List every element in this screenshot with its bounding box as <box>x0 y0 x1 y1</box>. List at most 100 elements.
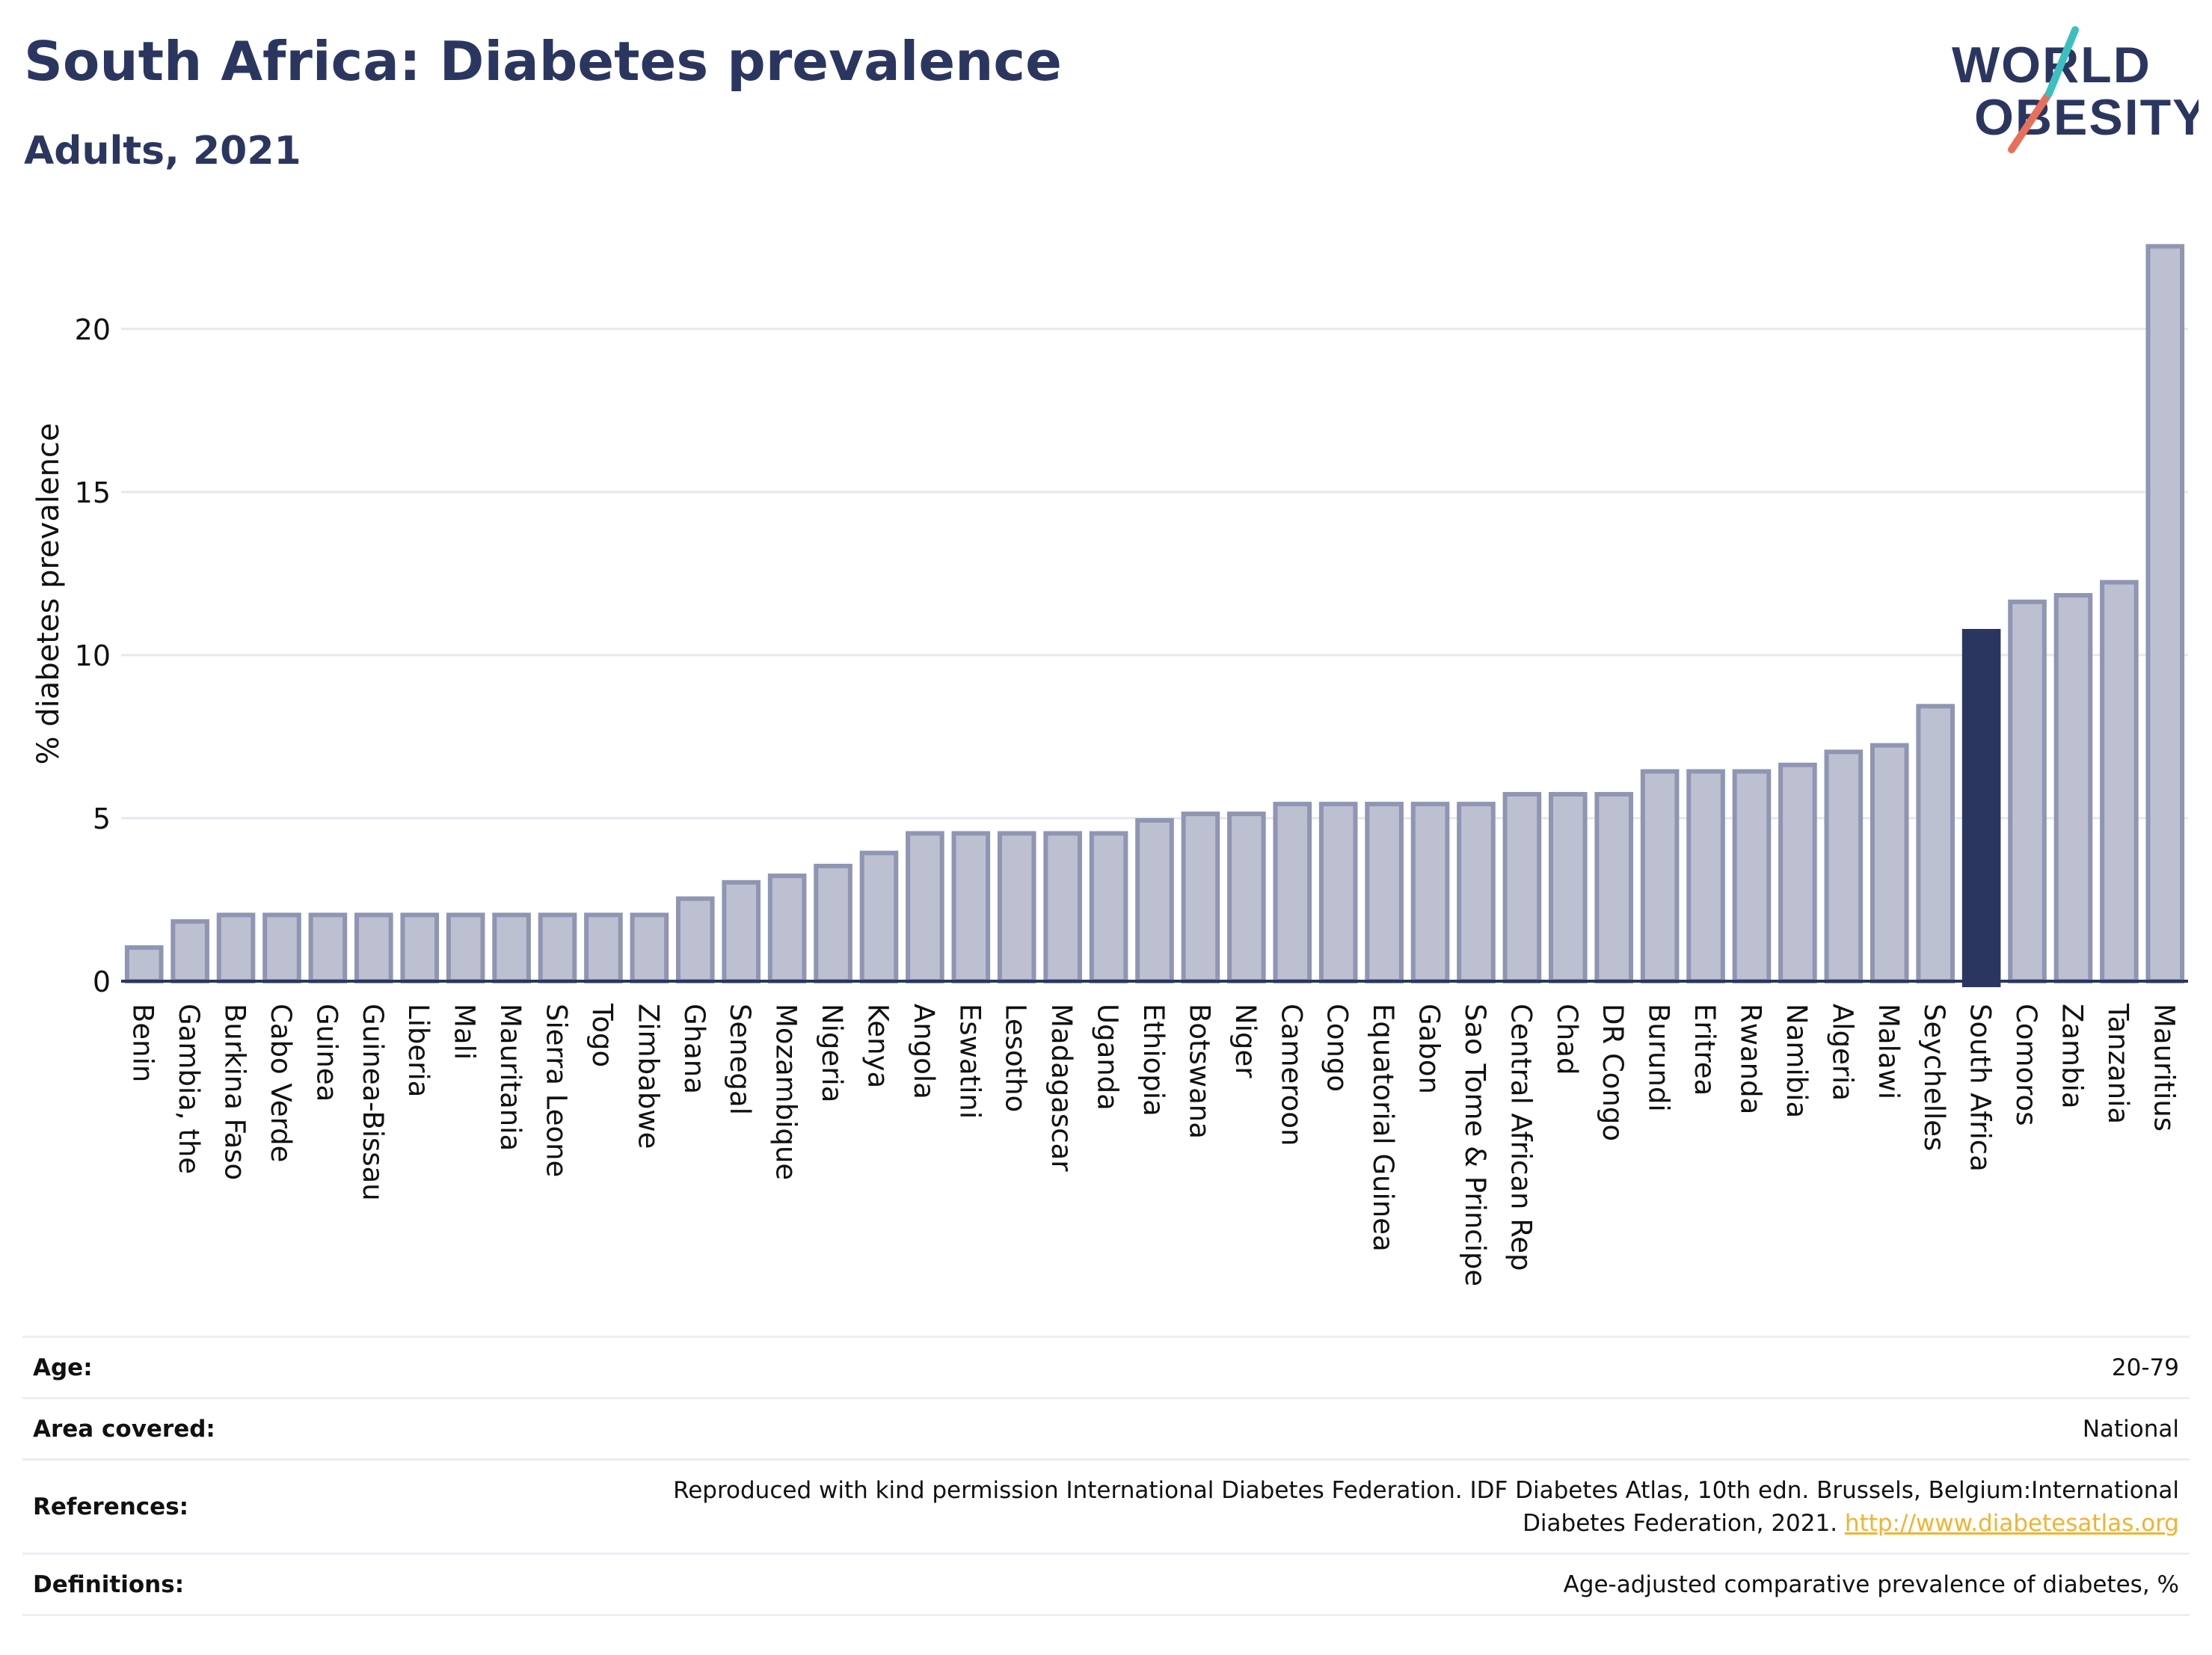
bar-togo <box>584 912 623 983</box>
x-tick-label: Guinea-Bissau <box>357 1004 389 1201</box>
chart-title: South Africa: Diabetes prevalence <box>24 30 1062 93</box>
chart-subtitle: Adults, 2021 <box>24 129 301 174</box>
bar-mali <box>446 912 485 983</box>
x-tick-label: Malawi <box>1872 1004 1905 1099</box>
x-tick-label: Guinea <box>310 1004 342 1102</box>
world-obesity-logo: WORLD OBESITY <box>1952 26 2199 153</box>
x-tick-label: Kenya <box>861 1004 894 1088</box>
bar-gabon <box>1410 802 1450 984</box>
area-label: Area covered: <box>22 1397 492 1460</box>
x-tick-label: Eritrea <box>1689 1004 1721 1096</box>
bar-malawi <box>1870 743 1909 983</box>
x-tick-label: Burkina Faso <box>219 1004 251 1180</box>
bar-benin <box>124 945 164 984</box>
bar-seychelles <box>1916 704 1955 983</box>
x-tick-label: Nigeria <box>816 1004 848 1102</box>
bar-mauritania <box>492 912 531 983</box>
bar-lesotho <box>997 831 1036 984</box>
bar-madagascar <box>1043 831 1082 984</box>
bar-sierra-leone <box>538 912 577 983</box>
x-tick-label: Algeria <box>1826 1004 1858 1101</box>
bar-niger <box>1227 811 1266 983</box>
bar-zambia <box>2053 593 2093 983</box>
bar-namibia <box>1778 762 1817 983</box>
x-tick-label: Central African Rep <box>1505 1004 1537 1271</box>
references-text-line2: Diabetes Federation, 2021. <box>1523 1509 1845 1537</box>
x-tick-label: Mauritania <box>494 1004 526 1151</box>
bar-guinea <box>308 912 348 983</box>
x-tick-label: Seychelles <box>1918 1004 1950 1151</box>
x-tick-label: Namibia <box>1781 1004 1813 1118</box>
x-tick-label: Zimbabwe <box>632 1004 664 1149</box>
x-tick-label: Ghana <box>678 1004 710 1094</box>
x-tick-label: Gambia, the <box>173 1004 205 1174</box>
bar-botswana <box>1181 811 1220 983</box>
bar-ghana <box>675 896 715 983</box>
x-tick-label: Mali <box>449 1004 481 1060</box>
x-tick-label: Lesotho <box>1000 1004 1032 1112</box>
x-tick-label: Madagascar <box>1045 1004 1078 1172</box>
bar-senegal <box>722 879 761 983</box>
axes: 0 5 10 15 20 Benin Gambia, the Burkina Faso Cabo… <box>75 313 2188 1286</box>
bar-cabo-verde <box>262 912 301 983</box>
bar-kenya <box>859 850 899 983</box>
bar-liberia <box>400 912 440 983</box>
age-label: Age: <box>22 1336 492 1398</box>
bar-equatorial-guinea <box>1365 802 1404 984</box>
bar-gambia-the <box>170 919 209 984</box>
bar-nigeria <box>814 863 852 984</box>
bar-zimbabwe <box>630 912 669 983</box>
x-tick-label: DR Congo <box>1597 1004 1629 1141</box>
bar-dr-congo <box>1594 792 1634 983</box>
x-tick-label: Niger <box>1229 1004 1262 1078</box>
bar-south-africa <box>1961 628 2001 987</box>
x-tick-label: Congo <box>1321 1004 1354 1092</box>
bar-congo <box>1318 802 1358 984</box>
bar-eswatini <box>951 831 991 984</box>
bar-comoros <box>2008 599 2047 983</box>
x-tick-label: Mauritius <box>2148 1004 2180 1132</box>
x-tick-label: South Africa <box>1964 1004 1997 1172</box>
age-value: 20-79 <box>492 1336 2190 1398</box>
bar-sao-tome-principe <box>1457 802 1496 984</box>
references-link[interactable]: http://www.diabetesatlas.org <box>1844 1509 2179 1537</box>
x-tick-label: Mozambique <box>770 1004 802 1180</box>
x-tick-label: Zambia <box>2056 1004 2088 1109</box>
bar-angola <box>906 831 944 984</box>
x-tick-label: Sierra Leone <box>541 1004 573 1177</box>
bar-eritrea <box>1686 769 1725 983</box>
y-tick-label: 15 <box>75 476 111 509</box>
bar-algeria <box>1824 749 1864 983</box>
x-tick-label: Angola <box>908 1004 940 1099</box>
bar-guinea-bissau <box>354 912 393 983</box>
logo-text-line2: OBESITY <box>1974 89 2199 146</box>
y-tick-label: 0 <box>93 965 111 998</box>
x-tick-label: Equatorial Guinea <box>1367 1004 1399 1252</box>
bar-mauritius <box>2145 244 2185 984</box>
x-tick-label: Gabon <box>1413 1004 1446 1094</box>
bar-ethiopia <box>1135 817 1174 984</box>
y-axis-label: % diabetes prevalence <box>31 423 66 764</box>
x-tick-label: Comoros <box>2010 1004 2042 1126</box>
table-row-references: References: Reproduced with kind permiss… <box>22 1458 2190 1554</box>
bar-mozambique <box>767 873 807 984</box>
bar-central-african-rep <box>1502 792 1542 983</box>
bar-burundi <box>1640 769 1680 983</box>
table-row-definitions: Definitions: Age-adjusted comparative pr… <box>22 1553 2190 1616</box>
table-row-age: Age: 20-79 <box>22 1336 2190 1398</box>
bar-rwanda <box>1732 769 1772 983</box>
x-tick-label: Uganda <box>1092 1004 1124 1111</box>
y-tick-label: 10 <box>75 639 111 672</box>
logo-slash-coral <box>2008 90 2053 153</box>
bar-burkina-faso <box>216 912 256 983</box>
bar-tanzania <box>2100 580 2139 983</box>
x-tick-label: Rwanda <box>1734 1004 1766 1114</box>
x-tick-label: Cameroon <box>1275 1004 1307 1146</box>
logo-slash-teal <box>2045 26 2079 97</box>
bar-cameroon <box>1273 802 1312 984</box>
definitions-value: Age-adjusted comparative prevalence of d… <box>492 1553 2190 1616</box>
area-value: National <box>492 1397 2190 1460</box>
x-tick-label: Eswatini <box>953 1004 986 1119</box>
x-tick-label: Ethiopia <box>1137 1004 1170 1117</box>
bar-chart: 0 5 10 15 20 Benin Gambia, the Burkina Faso Cabo… <box>31 244 2188 1286</box>
